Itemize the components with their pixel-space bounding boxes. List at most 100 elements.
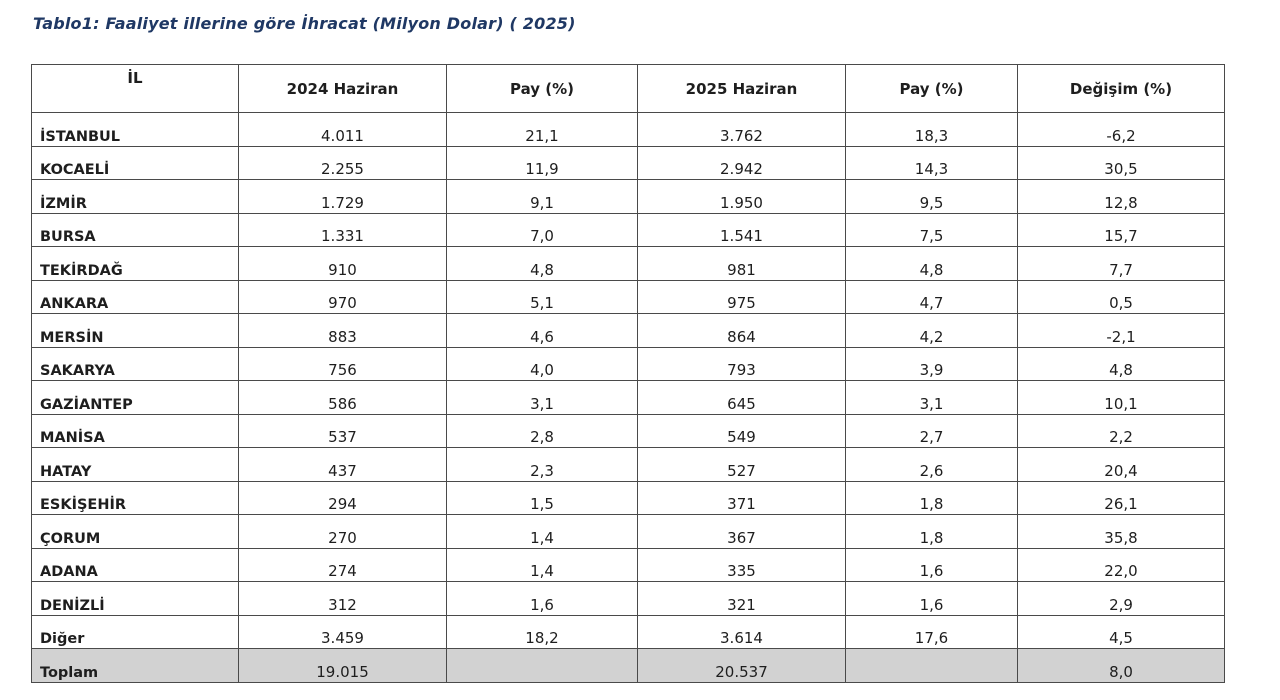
table-row: Diğer 3.459 18,2 3.614 17,6 4,5: [31, 614, 1225, 649]
cell-2025-haziran: 975: [637, 279, 846, 314]
table-row: BURSA 1.331 7,0 1.541 7,5 15,7: [31, 212, 1225, 247]
cell-2025-haziran: 645: [637, 380, 846, 415]
header-il: İL: [31, 64, 239, 113]
cell-pay-2024: 18,2: [446, 614, 638, 649]
cell-il: MANİSA: [31, 413, 239, 448]
cell-degisim: 10,1: [1017, 380, 1225, 415]
cell-2025-haziran: 2.942: [637, 145, 846, 180]
cell-2025-haziran: 367: [637, 514, 846, 549]
cell-pay-2025: 9,5: [845, 179, 1018, 214]
cell-2025-haziran: 3.762: [637, 112, 846, 147]
cell-degisim: -6,2: [1017, 112, 1225, 147]
cell-pay-2024: 4,8: [446, 246, 638, 281]
cell-2024-haziran: 883: [238, 313, 447, 348]
table-row: GAZİANTEP 586 3,1 645 3,1 10,1: [31, 380, 1225, 415]
total-cell-pay-2025: [845, 648, 1018, 683]
cell-il: ESKİŞEHİR: [31, 480, 239, 515]
cell-pay-2024: 1,4: [446, 514, 638, 549]
total-cell-il: Toplam: [31, 648, 239, 683]
cell-2025-haziran: 371: [637, 480, 846, 515]
header-row: İL 2024 Haziran Pay (%) 2025 Haziran Pay…: [31, 64, 1225, 113]
cell-il: Diğer: [31, 614, 239, 649]
cell-pay-2025: 3,9: [845, 346, 1018, 381]
export-table: İL 2024 Haziran Pay (%) 2025 Haziran Pay…: [31, 64, 1225, 683]
cell-pay-2025: 7,5: [845, 212, 1018, 247]
cell-2025-haziran: 321: [637, 581, 846, 616]
header-pay-2025: Pay (%): [845, 64, 1018, 113]
cell-il: MERSİN: [31, 313, 239, 348]
cell-degisim: 35,8: [1017, 514, 1225, 549]
cell-pay-2025: 18,3: [845, 112, 1018, 147]
cell-il: TEKİRDAĞ: [31, 246, 239, 281]
cell-degisim: 0,5: [1017, 279, 1225, 314]
cell-pay-2024: 2,8: [446, 413, 638, 448]
cell-pay-2024: 5,1: [446, 279, 638, 314]
cell-pay-2025: 2,6: [845, 447, 1018, 482]
cell-pay-2024: 1,4: [446, 547, 638, 582]
cell-2024-haziran: 1.729: [238, 179, 447, 214]
cell-2024-haziran: 970: [238, 279, 447, 314]
cell-degisim: 22,0: [1017, 547, 1225, 582]
cell-il: BURSA: [31, 212, 239, 247]
cell-il: SAKARYA: [31, 346, 239, 381]
cell-il: ADANA: [31, 547, 239, 582]
cell-degisim: 4,8: [1017, 346, 1225, 381]
cell-degisim: 20,4: [1017, 447, 1225, 482]
cell-2025-haziran: 3.614: [637, 614, 846, 649]
cell-degisim: 4,5: [1017, 614, 1225, 649]
total-cell-degisim: 8,0: [1017, 648, 1225, 683]
cell-2025-haziran: 527: [637, 447, 846, 482]
cell-pay-2025: 3,1: [845, 380, 1018, 415]
cell-pay-2024: 3,1: [446, 380, 638, 415]
table-row: ESKİŞEHİR 294 1,5 371 1,8 26,1: [31, 480, 1225, 515]
cell-pay-2025: 14,3: [845, 145, 1018, 180]
cell-2024-haziran: 910: [238, 246, 447, 281]
table-body: İSTANBUL 4.011 21,1 3.762 18,3 -6,2 KOCAELİ 2.2…: [31, 112, 1225, 683]
cell-degisim: 12,8: [1017, 179, 1225, 214]
header-degisim: Değişim (%): [1017, 64, 1225, 113]
cell-2024-haziran: 756: [238, 346, 447, 381]
cell-degisim: -2,1: [1017, 313, 1225, 348]
table-row: İZMİR 1.729 9,1 1.950 9,5 12,8: [31, 179, 1225, 214]
cell-2025-haziran: 864: [637, 313, 846, 348]
cell-il: İZMİR: [31, 179, 239, 214]
cell-2025-haziran: 549: [637, 413, 846, 448]
table-row: ANKARA 970 5,1 975 4,7 0,5: [31, 279, 1225, 314]
cell-pay-2025: 4,2: [845, 313, 1018, 348]
cell-2024-haziran: 4.011: [238, 112, 447, 147]
table-title: Tablo1: Faaliyet illerine göre İhracat (…: [33, 14, 576, 33]
cell-2025-haziran: 793: [637, 346, 846, 381]
table-row: İSTANBUL 4.011 21,1 3.762 18,3 -6,2: [31, 112, 1225, 147]
cell-pay-2025: 1,8: [845, 514, 1018, 549]
cell-pay-2025: 2,7: [845, 413, 1018, 448]
cell-il: DENİZLİ: [31, 581, 239, 616]
cell-pay-2025: 4,7: [845, 279, 1018, 314]
cell-2024-haziran: 294: [238, 480, 447, 515]
table-row: MERSİN 883 4,6 864 4,2 -2,1: [31, 313, 1225, 348]
table-row: KOCAELİ 2.255 11,9 2.942 14,3 30,5: [31, 145, 1225, 180]
cell-pay-2024: 4,6: [446, 313, 638, 348]
cell-pay-2025: 4,8: [845, 246, 1018, 281]
cell-pay-2024: 9,1: [446, 179, 638, 214]
cell-2024-haziran: 274: [238, 547, 447, 582]
cell-il: HATAY: [31, 447, 239, 482]
cell-il: KOCAELİ: [31, 145, 239, 180]
cell-il: GAZİANTEP: [31, 380, 239, 415]
cell-2025-haziran: 1.950: [637, 179, 846, 214]
cell-il: ÇORUM: [31, 514, 239, 549]
cell-degisim: 2,9: [1017, 581, 1225, 616]
total-row: Toplam 19.015 20.537 8,0: [31, 648, 1225, 683]
cell-degisim: 2,2: [1017, 413, 1225, 448]
cell-pay-2024: 11,9: [446, 145, 638, 180]
cell-2024-haziran: 1.331: [238, 212, 447, 247]
cell-pay-2024: 4,0: [446, 346, 638, 381]
cell-pay-2024: 1,5: [446, 480, 638, 515]
header-2025-haziran: 2025 Haziran: [637, 64, 846, 113]
cell-pay-2025: 1,6: [845, 547, 1018, 582]
table-row: ÇORUM 270 1,4 367 1,8 35,8: [31, 514, 1225, 549]
cell-2024-haziran: 2.255: [238, 145, 447, 180]
total-cell-pay-2024: [446, 648, 638, 683]
cell-2024-haziran: 312: [238, 581, 447, 616]
header-pay-2024: Pay (%): [446, 64, 638, 113]
cell-il: ANKARA: [31, 279, 239, 314]
